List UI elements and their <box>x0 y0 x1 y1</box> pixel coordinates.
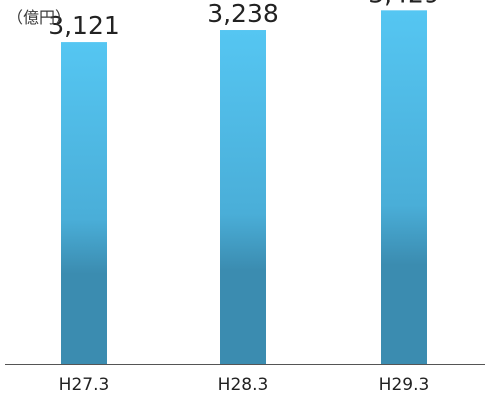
bar-H27.3 <box>61 42 107 364</box>
unit-label: （億円） <box>7 8 72 27</box>
value-label-H28.3: 3,238 <box>207 0 279 28</box>
x-tick-label-H28.3: H28.3 <box>218 375 269 395</box>
value-label-H29.3: 3,429 <box>368 0 440 8</box>
x-tick-label-H29.3: H29.3 <box>379 375 430 395</box>
bar-H29.3 <box>381 10 427 364</box>
value-label-H27.3: 3,121 <box>48 11 120 40</box>
bar-H28.3 <box>220 30 266 364</box>
x-tick-label-H27.3: H27.3 <box>59 375 110 395</box>
